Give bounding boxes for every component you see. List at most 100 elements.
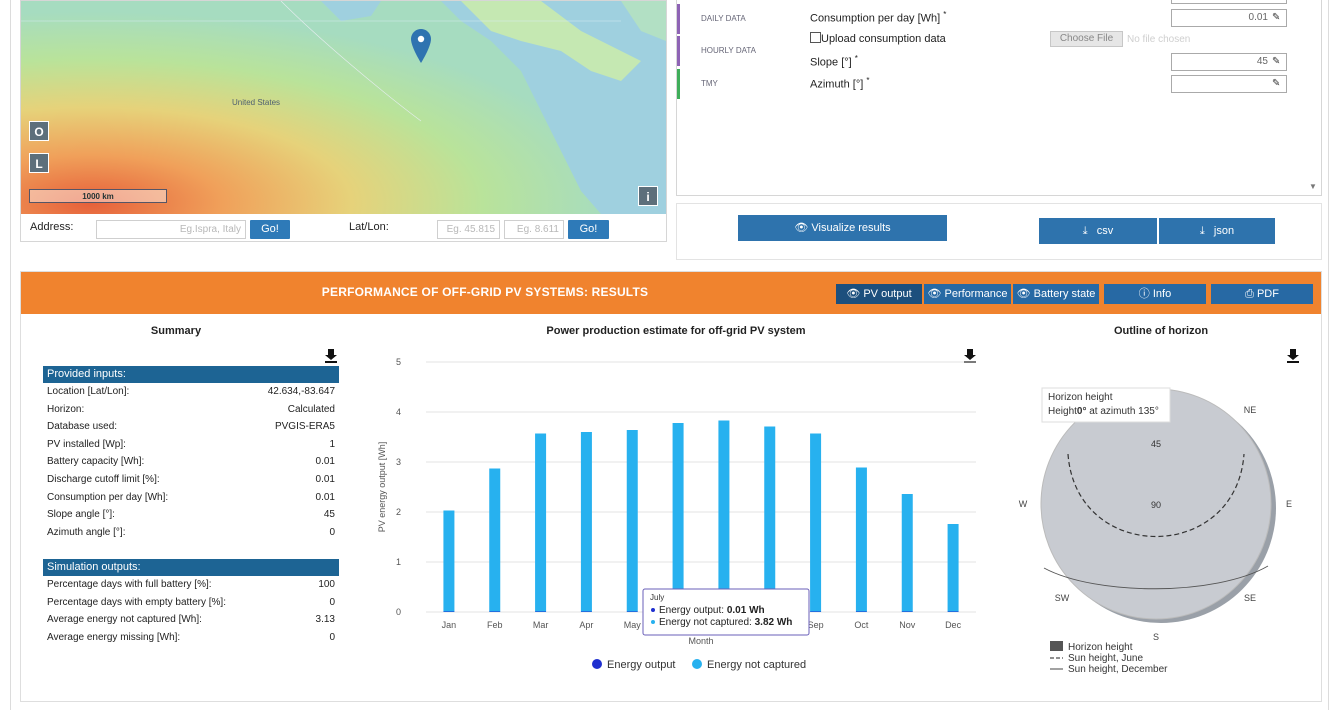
bar-energy-not-captured[interactable] xyxy=(718,420,730,612)
tab-pdf-label: PDF xyxy=(1256,288,1279,300)
lon-input[interactable]: Eg. 8.611 xyxy=(504,220,564,239)
bar-energy-not-captured[interactable] xyxy=(489,468,501,612)
visualize-results-button[interactable]: 👁 Visualize results xyxy=(738,215,947,241)
row-value: 0 xyxy=(329,526,335,538)
row-label: Slope angle [°]: xyxy=(47,509,115,521)
tab-tmy[interactable]: TMY xyxy=(677,69,767,99)
direction-label: SW xyxy=(1055,593,1070,603)
tab-hourly-data-label: HOURLY DATA xyxy=(701,46,756,55)
map-view[interactable]: United States O L 1000 km i xyxy=(21,1,666,214)
pencil-icon: ✎ xyxy=(1272,78,1281,89)
printer-icon: ⎙ xyxy=(1245,288,1254,300)
table-row: Consumption per day [Wh]: 0.01 xyxy=(43,489,339,507)
table-row: Average energy missing [Wh]: 0 xyxy=(43,629,339,647)
legend-energy-not-captured[interactable]: Energy not captured xyxy=(707,659,806,671)
table-row: Horizon: Calculated xyxy=(43,401,339,419)
tab-info-label: Info xyxy=(1152,288,1172,300)
csv-download-button[interactable]: ⤓ csv xyxy=(1039,218,1157,244)
bar-energy-output[interactable] xyxy=(901,611,913,613)
bar-energy-not-captured[interactable] xyxy=(947,524,959,612)
lat-input[interactable]: Eg. 45.815 xyxy=(437,220,500,239)
map-scale-bar: 1000 km xyxy=(29,189,167,203)
azimuth-input[interactable]: ✎ xyxy=(1171,75,1287,93)
tooltip-label: Energy not captured: xyxy=(659,617,755,628)
eye-icon: 👁 xyxy=(1016,288,1031,300)
table-row: Average energy not captured [Wh]: 3.13 xyxy=(43,611,339,629)
bar-energy-output[interactable] xyxy=(855,611,867,613)
slope-input[interactable]: 45 ✎ xyxy=(1171,53,1287,71)
map-canvas xyxy=(21,1,666,214)
download-icon[interactable] xyxy=(1286,349,1300,363)
latlon-go-button[interactable]: Go! xyxy=(568,220,609,239)
row-value: PVGIS-ERA5 xyxy=(274,421,335,433)
map-o-button[interactable]: O xyxy=(29,121,49,141)
upload-consumption[interactable]: Upload consumption data xyxy=(810,32,946,45)
tab-info[interactable]: ⓘ Info xyxy=(1104,284,1206,304)
battery-capacity-input[interactable]: ✎ xyxy=(1171,0,1287,4)
y-axis-label: PV energy output [Wh] xyxy=(377,442,387,533)
tab-performance[interactable]: 👁 Performance xyxy=(924,284,1011,304)
bar-energy-not-captured[interactable] xyxy=(535,433,547,612)
bar-energy-output[interactable] xyxy=(489,611,501,613)
latlon-label: Lat/Lon: xyxy=(349,221,389,233)
required-mark: * xyxy=(866,76,870,85)
row-value: 0.01 xyxy=(315,491,335,503)
tab-performance-label: Performance xyxy=(944,288,1008,300)
map-panel: United States O L 1000 km i Address: Eg.… xyxy=(20,0,667,242)
choose-file-button[interactable]: Choose File xyxy=(1050,31,1123,47)
bar-energy-not-captured[interactable] xyxy=(855,467,867,612)
bar-energy-not-captured[interactable] xyxy=(626,430,638,612)
eye-icon: 👁 xyxy=(794,222,809,234)
legend-marker-energy-not-captured[interactable] xyxy=(692,659,702,669)
bar-energy-output[interactable] xyxy=(810,611,822,613)
pv-output-bar-chart: 0 1 2 3 4 5 PV energy output [Wh] Jan Feb Mar Apr M… xyxy=(377,357,976,671)
bar-energy-not-captured[interactable] xyxy=(901,494,913,612)
bar-energy-not-captured[interactable] xyxy=(810,433,822,612)
bar-energy-not-captured[interactable] xyxy=(764,426,776,612)
address-input[interactable]: Eg.Ispra, Italy xyxy=(96,220,246,239)
location-pin-icon[interactable] xyxy=(411,29,431,65)
slope-label: Slope [°] * xyxy=(810,54,858,69)
bar-energy-output[interactable] xyxy=(443,611,455,613)
direction-label: NE xyxy=(1244,405,1257,415)
table-row: Azimuth angle [°]: 0 xyxy=(43,524,339,542)
table-row: Battery capacity [Wh]: 0.01 xyxy=(43,453,339,471)
map-l-button[interactable]: L xyxy=(29,153,49,173)
tab-daily-data[interactable]: DAILY DATA xyxy=(677,4,767,34)
bar-energy-output[interactable] xyxy=(947,611,959,613)
json-label: json xyxy=(1213,225,1235,237)
simulation-outputs-header: Simulation outputs: xyxy=(43,559,339,576)
legend-marker-energy-output[interactable] xyxy=(592,659,602,669)
address-go-button[interactable]: Go! xyxy=(250,220,290,239)
bar-energy-not-captured[interactable] xyxy=(443,510,455,612)
bar-energy-output[interactable] xyxy=(626,611,638,613)
legend-energy-output[interactable]: Energy output xyxy=(607,659,676,671)
ring-label: 90 xyxy=(1151,500,1161,510)
bar-energy-output[interactable] xyxy=(535,611,547,613)
upload-checkbox[interactable] xyxy=(810,32,821,43)
row-label: PV installed [Wp]: xyxy=(47,438,126,450)
tooltip-value: 0.01 Wh xyxy=(727,605,765,616)
tab-battery-state[interactable]: 👁 Battery state xyxy=(1013,284,1099,304)
tab-pdf[interactable]: ⎙ PDF xyxy=(1211,284,1313,304)
map-info-button[interactable]: i xyxy=(638,186,658,206)
tab-pv-output[interactable]: 👁 PV output xyxy=(836,284,922,304)
bar-energy-not-captured[interactable] xyxy=(580,432,592,612)
tooltip-dot xyxy=(651,620,655,624)
x-tick-label: Mar xyxy=(533,620,549,630)
tab-hourly-data[interactable]: HOURLY DATA xyxy=(677,36,767,66)
row-label: Azimuth angle [°]: xyxy=(47,526,126,538)
summary-title: Summary xyxy=(150,325,202,337)
bar-energy-not-captured[interactable] xyxy=(672,423,684,612)
y-tick-label: 4 xyxy=(396,407,401,417)
download-icon[interactable] xyxy=(324,349,338,363)
consumption-input[interactable]: 0.01 ✎ xyxy=(1171,9,1287,27)
row-value: 0.01 xyxy=(315,456,335,468)
bar-energy-output[interactable] xyxy=(580,611,592,613)
scroll-down-icon[interactable]: ▼ xyxy=(1309,182,1317,191)
slope-label-text: Slope [°] xyxy=(810,56,852,69)
tooltip-label: Energy output: xyxy=(659,605,727,616)
row-label: Average energy missing [Wh]: xyxy=(47,631,181,643)
json-download-button[interactable]: ⤓ json xyxy=(1159,218,1275,244)
tab-indicator xyxy=(677,4,680,34)
